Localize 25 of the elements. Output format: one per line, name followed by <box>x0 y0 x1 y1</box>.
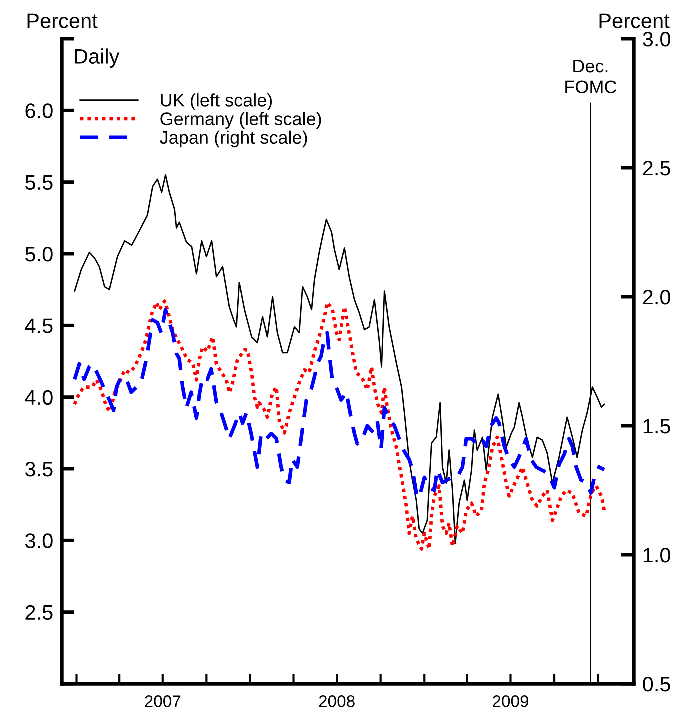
y-tick-label: 5.5 <box>26 176 53 190</box>
y2-tick-label: 2.5 <box>643 161 670 176</box>
y2-tick-label: 3.0 <box>643 32 670 47</box>
y-tick-label: 3.0 <box>26 534 53 548</box>
legend-label: UK (left scale) <box>161 94 272 110</box>
legend-label: Germany (left scale) <box>160 112 322 130</box>
y-axis-title: Percent <box>28 14 98 28</box>
legend-label: Japan (right scale) <box>160 130 308 148</box>
x-tick-label: 2007 <box>145 696 181 708</box>
y-tick-label: 2.5 <box>26 605 53 620</box>
y-tick-label: 5.0 <box>26 247 53 262</box>
y2-tick-label: 1.5 <box>644 419 670 434</box>
annotation: Daily <box>75 48 120 68</box>
ref-line-label: Dec. FOMC <box>566 60 617 94</box>
y2-axis-title: Percent <box>600 14 670 28</box>
y2-tick-label: 2.0 <box>643 290 670 305</box>
y-tick-label: 4.0 <box>25 390 53 406</box>
y2-tick-label: 0.5 <box>643 677 670 692</box>
y-tick-label: 3.5 <box>26 462 53 477</box>
y2-tick-label: 1.0 <box>644 548 670 563</box>
x-tick-label: 2008 <box>319 696 355 708</box>
y-tick-label: 6.0 <box>26 104 53 118</box>
y-tick-label: 4.5 <box>25 318 53 334</box>
line-series <box>73 300 606 551</box>
x-tick-label: 2009 <box>493 696 528 708</box>
